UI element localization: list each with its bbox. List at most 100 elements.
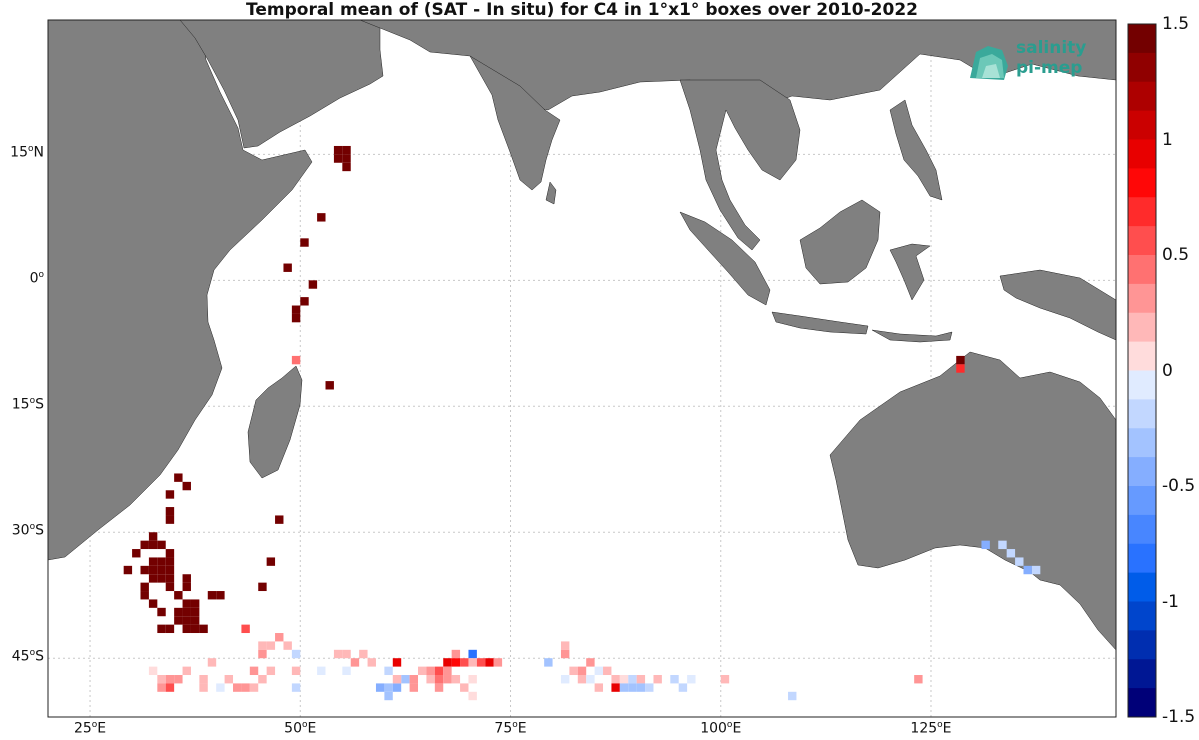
data-cell-45 — [140, 591, 149, 600]
data-cell-127 — [409, 675, 419, 684]
land-africa — [48, 20, 313, 561]
data-cell-17 — [182, 481, 191, 491]
colorbar-level-20 — [1128, 601, 1156, 631]
land-masses — [48, 20, 1116, 651]
data-cell-7 — [283, 263, 292, 272]
data-cell-58 — [190, 616, 200, 625]
data-cell-157 — [981, 540, 990, 550]
land-java — [771, 311, 869, 335]
data-cell-120 — [249, 683, 259, 692]
logo-text-salinity: salinity — [1016, 38, 1087, 58]
colorbar-level-7 — [1128, 226, 1156, 256]
lon-tick-2: 75oE — [494, 720, 527, 737]
colorbar-tick-0: 1.5 — [1162, 14, 1190, 34]
data-cell-29 — [157, 557, 166, 566]
data-cell-144 — [434, 683, 444, 692]
data-cell-24 — [148, 540, 158, 550]
colorbar-tick-5: -1 — [1162, 591, 1179, 612]
data-cell-94 — [174, 675, 183, 684]
data-cell-86 — [560, 641, 570, 650]
data-cell-113 — [603, 666, 612, 676]
colorbar-level-10 — [1128, 312, 1156, 343]
data-cell-69 — [258, 649, 267, 659]
data-cells — [123, 145, 1041, 701]
data-cell-1 — [342, 145, 351, 155]
data-cell-110 — [569, 666, 578, 676]
land-india — [469, 55, 561, 191]
data-cell-88 — [544, 658, 553, 667]
land-lesser-sunda — [871, 329, 953, 343]
data-cell-39 — [165, 574, 175, 583]
colorbar — [1127, 23, 1157, 718]
land-borneo — [799, 199, 881, 285]
data-cell-125 — [401, 675, 410, 684]
data-cell-143 — [409, 683, 419, 692]
data-cell-11 — [300, 297, 309, 306]
pimep-logo: salinity pi-mep — [966, 38, 1096, 86]
data-cell-77 — [451, 649, 461, 659]
data-cell-5 — [317, 213, 326, 222]
data-cell-148 — [619, 683, 629, 692]
data-cell-155 — [788, 691, 797, 701]
colorbar-level-5 — [1128, 168, 1156, 198]
data-cell-74 — [392, 658, 402, 667]
data-cell-28 — [148, 557, 158, 566]
data-cell-99 — [258, 675, 267, 684]
data-cell-160 — [1015, 557, 1024, 566]
land-philippines — [889, 99, 943, 201]
data-cell-3 — [333, 154, 343, 163]
data-cell-140 — [670, 675, 679, 684]
data-cell-156 — [914, 675, 923, 684]
colorbar-level-17 — [1128, 514, 1156, 545]
lon-tick-4: 125oE — [910, 720, 952, 737]
colorbar-level-11 — [1128, 341, 1156, 371]
data-cell-46 — [207, 591, 217, 600]
data-cell-137 — [628, 675, 637, 684]
data-cell-22 — [148, 532, 158, 541]
data-cell-54 — [190, 607, 200, 617]
data-cell-23 — [140, 540, 149, 550]
data-cell-30 — [165, 557, 175, 566]
data-cell-109 — [468, 675, 477, 684]
data-cell-47 — [216, 591, 225, 600]
data-cell-117 — [216, 683, 225, 692]
colorbar-frame — [1127, 23, 1157, 718]
data-cell-104 — [384, 666, 393, 676]
data-cell-90 — [207, 658, 217, 667]
colorbar-level-15 — [1128, 457, 1156, 487]
data-cell-96 — [199, 675, 208, 684]
colorbar-level-6 — [1128, 197, 1156, 227]
data-cell-151 — [645, 683, 654, 692]
data-cell-101 — [291, 666, 301, 676]
data-cell-40 — [182, 574, 191, 583]
data-cell-134 — [586, 675, 595, 684]
colorbar-level-1 — [1128, 52, 1156, 83]
colorbar-level-0 — [1128, 24, 1156, 54]
data-cell-56 — [174, 616, 183, 625]
land-indochina — [679, 79, 801, 251]
data-cell-141 — [687, 675, 696, 684]
data-cell-81 — [460, 658, 469, 667]
data-cell-130 — [443, 675, 452, 684]
data-cell-70 — [291, 649, 301, 659]
data-cell-49 — [148, 599, 158, 608]
data-cell-68 — [283, 641, 292, 650]
land-madagascar — [247, 365, 303, 479]
data-cell-95 — [182, 666, 191, 676]
data-cell-126 — [392, 675, 402, 684]
land-sulawesi — [889, 243, 931, 301]
data-cell-145 — [460, 683, 469, 692]
data-cell-116 — [199, 683, 208, 692]
data-cell-142 — [720, 675, 730, 684]
data-cell-44 — [258, 582, 267, 592]
data-cell-100 — [266, 666, 276, 676]
data-cell-20 — [165, 515, 175, 524]
lat-tick-2: 15oS — [11, 396, 44, 413]
lat-tick-4: 45oS — [11, 648, 44, 665]
data-cell-102 — [317, 666, 326, 676]
data-cell-119 — [241, 683, 250, 692]
data-cell-150 — [636, 683, 646, 692]
data-cell-67 — [258, 641, 267, 650]
data-cell-131 — [451, 675, 461, 684]
data-cell-60 — [165, 624, 175, 634]
